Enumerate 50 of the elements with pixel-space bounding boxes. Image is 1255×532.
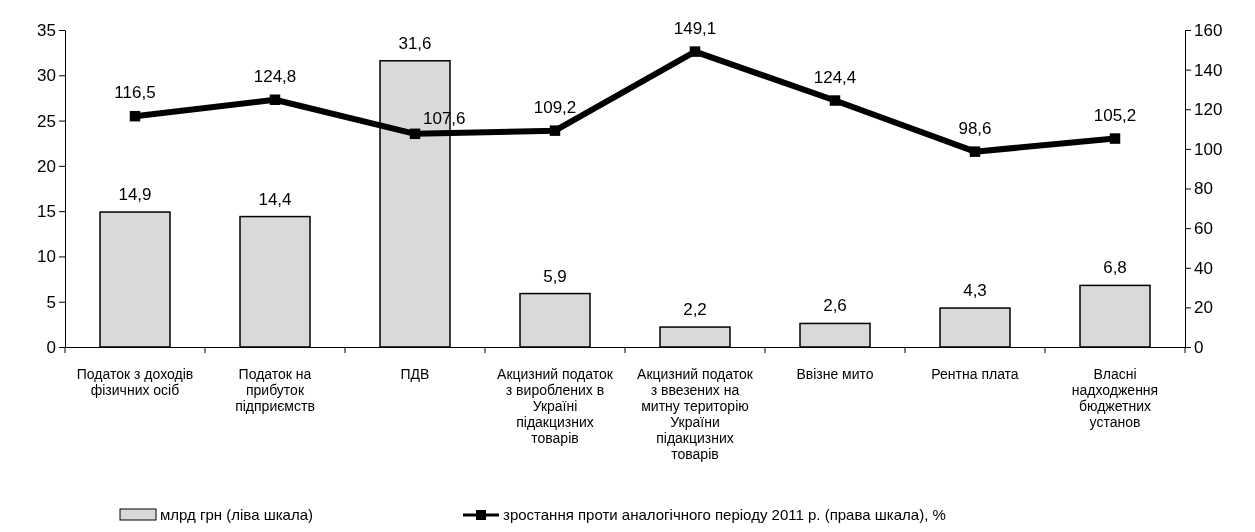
x-tick-label: Податок з доходів фізичних осіб [76, 366, 194, 398]
x-tick-label: Акцизний податок з ввезених на митну територію України підакцизних товарів [637, 366, 754, 462]
data-label: 124,8 [253, 66, 297, 86]
point [969, 146, 981, 157]
point [689, 46, 701, 57]
x-tick-label: Акцизний податок з вироблених в Україні підакцизних товарів [497, 366, 614, 446]
y2-tick-label: 20 [1194, 298, 1213, 318]
data-label: 14,4 [258, 189, 292, 209]
y2-tick-label: 160 [1194, 20, 1223, 40]
y2-tick-label: 40 [1194, 258, 1213, 278]
data-label: 2,2 [683, 300, 707, 320]
data-label: 124,4 [813, 67, 857, 87]
y2-tick-label: 80 [1194, 179, 1213, 199]
point [269, 94, 281, 105]
point [829, 95, 841, 106]
y2-tick-label: 100 [1194, 139, 1223, 159]
y-tick-label: 25 [37, 111, 56, 131]
x-tick-label: Рентна плата [931, 366, 1019, 382]
y-tick-label: 0 [46, 337, 56, 357]
x-tick-label: Податок на прибуток підприємств [235, 366, 315, 414]
y-tick-label: 20 [37, 156, 56, 176]
data-label: 116,5 [114, 83, 156, 103]
x-tick-label: Власні надходження бюджетних установ [1071, 366, 1159, 430]
point [129, 110, 141, 122]
y2-tick-label: 60 [1194, 219, 1213, 239]
data-label: 6,8 [1103, 258, 1127, 278]
point [549, 125, 561, 136]
data-label: 149,1 [673, 18, 717, 38]
y-tick-label: 15 [37, 202, 56, 222]
y2-tick-label: 0 [1194, 337, 1204, 357]
data-label: 5,9 [543, 266, 567, 286]
y2-tick-label: 140 [1194, 60, 1223, 80]
data-label: 31,6 [398, 33, 432, 53]
data-label: 109,2 [533, 97, 577, 117]
data-label: 14,9 [118, 185, 152, 205]
data-label: 105,2 [1093, 105, 1137, 125]
legend-label: зростання проти аналогічного періоду 2011 р. (права шкала), % [503, 506, 946, 523]
x-tick-label: ПДВ [400, 366, 430, 382]
legend-label: млрд грн (ліва шкала) [160, 506, 313, 523]
point [1109, 133, 1121, 144]
data-label: 98,6 [958, 118, 992, 138]
y-tick-label: 35 [37, 20, 56, 40]
y-tick-label: 10 [37, 247, 56, 267]
data-label: 2,6 [823, 296, 847, 316]
y-tick-label: 5 [46, 292, 56, 312]
y-tick-label: 30 [37, 66, 56, 86]
data-label: 4,3 [963, 281, 987, 301]
point [409, 128, 421, 140]
y2-tick-label: 120 [1194, 100, 1223, 120]
x-tick-label: Ввізне мито [796, 366, 874, 382]
